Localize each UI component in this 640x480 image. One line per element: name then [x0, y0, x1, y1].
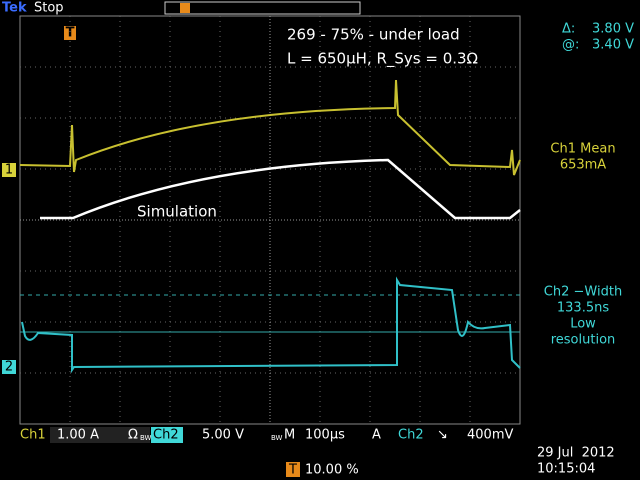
ch1-trace [19, 79, 521, 176]
trigger-box [286, 462, 300, 477]
trigger-box [64, 26, 76, 40]
trigger-marker: T [288, 463, 297, 478]
ch2-box [151, 427, 183, 443]
ch2-scale: 5.00 V [202, 428, 244, 443]
ch1-label: Ch1 [20, 428, 46, 443]
ch1-marker [2, 163, 16, 177]
trace-label: Simulation [137, 203, 217, 221]
status: Stop [34, 1, 64, 16]
timebase: 100µs [305, 428, 345, 443]
cursor-label: @: [562, 38, 579, 53]
ch1-scale: 1.00 A [57, 428, 99, 443]
trigger-position: 10.00 % [305, 463, 359, 478]
ch1-box [50, 427, 150, 443]
trigger-mode: A [372, 428, 381, 443]
graticule [19, 15, 521, 425]
brand: Tek [2, 1, 27, 16]
ch1-unit: Ω [128, 428, 138, 443]
measurement-label: Ch2 −Width [544, 285, 622, 300]
bw-flag: BW [271, 434, 283, 442]
date: 29 Jul 2012 [537, 446, 615, 461]
ch1-marker-label: 1 [5, 163, 13, 178]
cursor-value: 3.80 V [592, 22, 634, 37]
record-position [180, 3, 190, 13]
measurement-value: 133.5ns [557, 301, 609, 316]
annotation: L = 650µH, R_Sys = 0.3Ω [287, 50, 478, 69]
ch2-label: Ch2 [153, 428, 179, 443]
measurement-label: Ch1 Mean [550, 142, 615, 157]
bw-flag: BW [140, 434, 152, 442]
ch2-marker-label: 2 [5, 360, 13, 375]
cursor-label: Δ: [562, 22, 575, 37]
ch2-trace [21, 276, 521, 374]
annotation: 269 - 75% - under load [287, 26, 460, 44]
ch2-marker [2, 360, 16, 374]
record-bar [164, 1, 361, 15]
trigger-source: Ch2 [398, 428, 424, 443]
time: 10:15:04 [537, 462, 595, 477]
cursor-value: 3.40 V [592, 38, 634, 53]
timebase-label: M [284, 428, 295, 443]
measurement-value: 653mA [560, 158, 606, 173]
trigger-level: 400mV [467, 428, 513, 443]
trigger-marker: T [66, 26, 75, 41]
measurement-note: Low [570, 317, 596, 332]
measurement-note: resolution [551, 333, 616, 348]
simulation-trace [40, 158, 521, 220]
trigger-slope: ↘ [437, 428, 448, 443]
